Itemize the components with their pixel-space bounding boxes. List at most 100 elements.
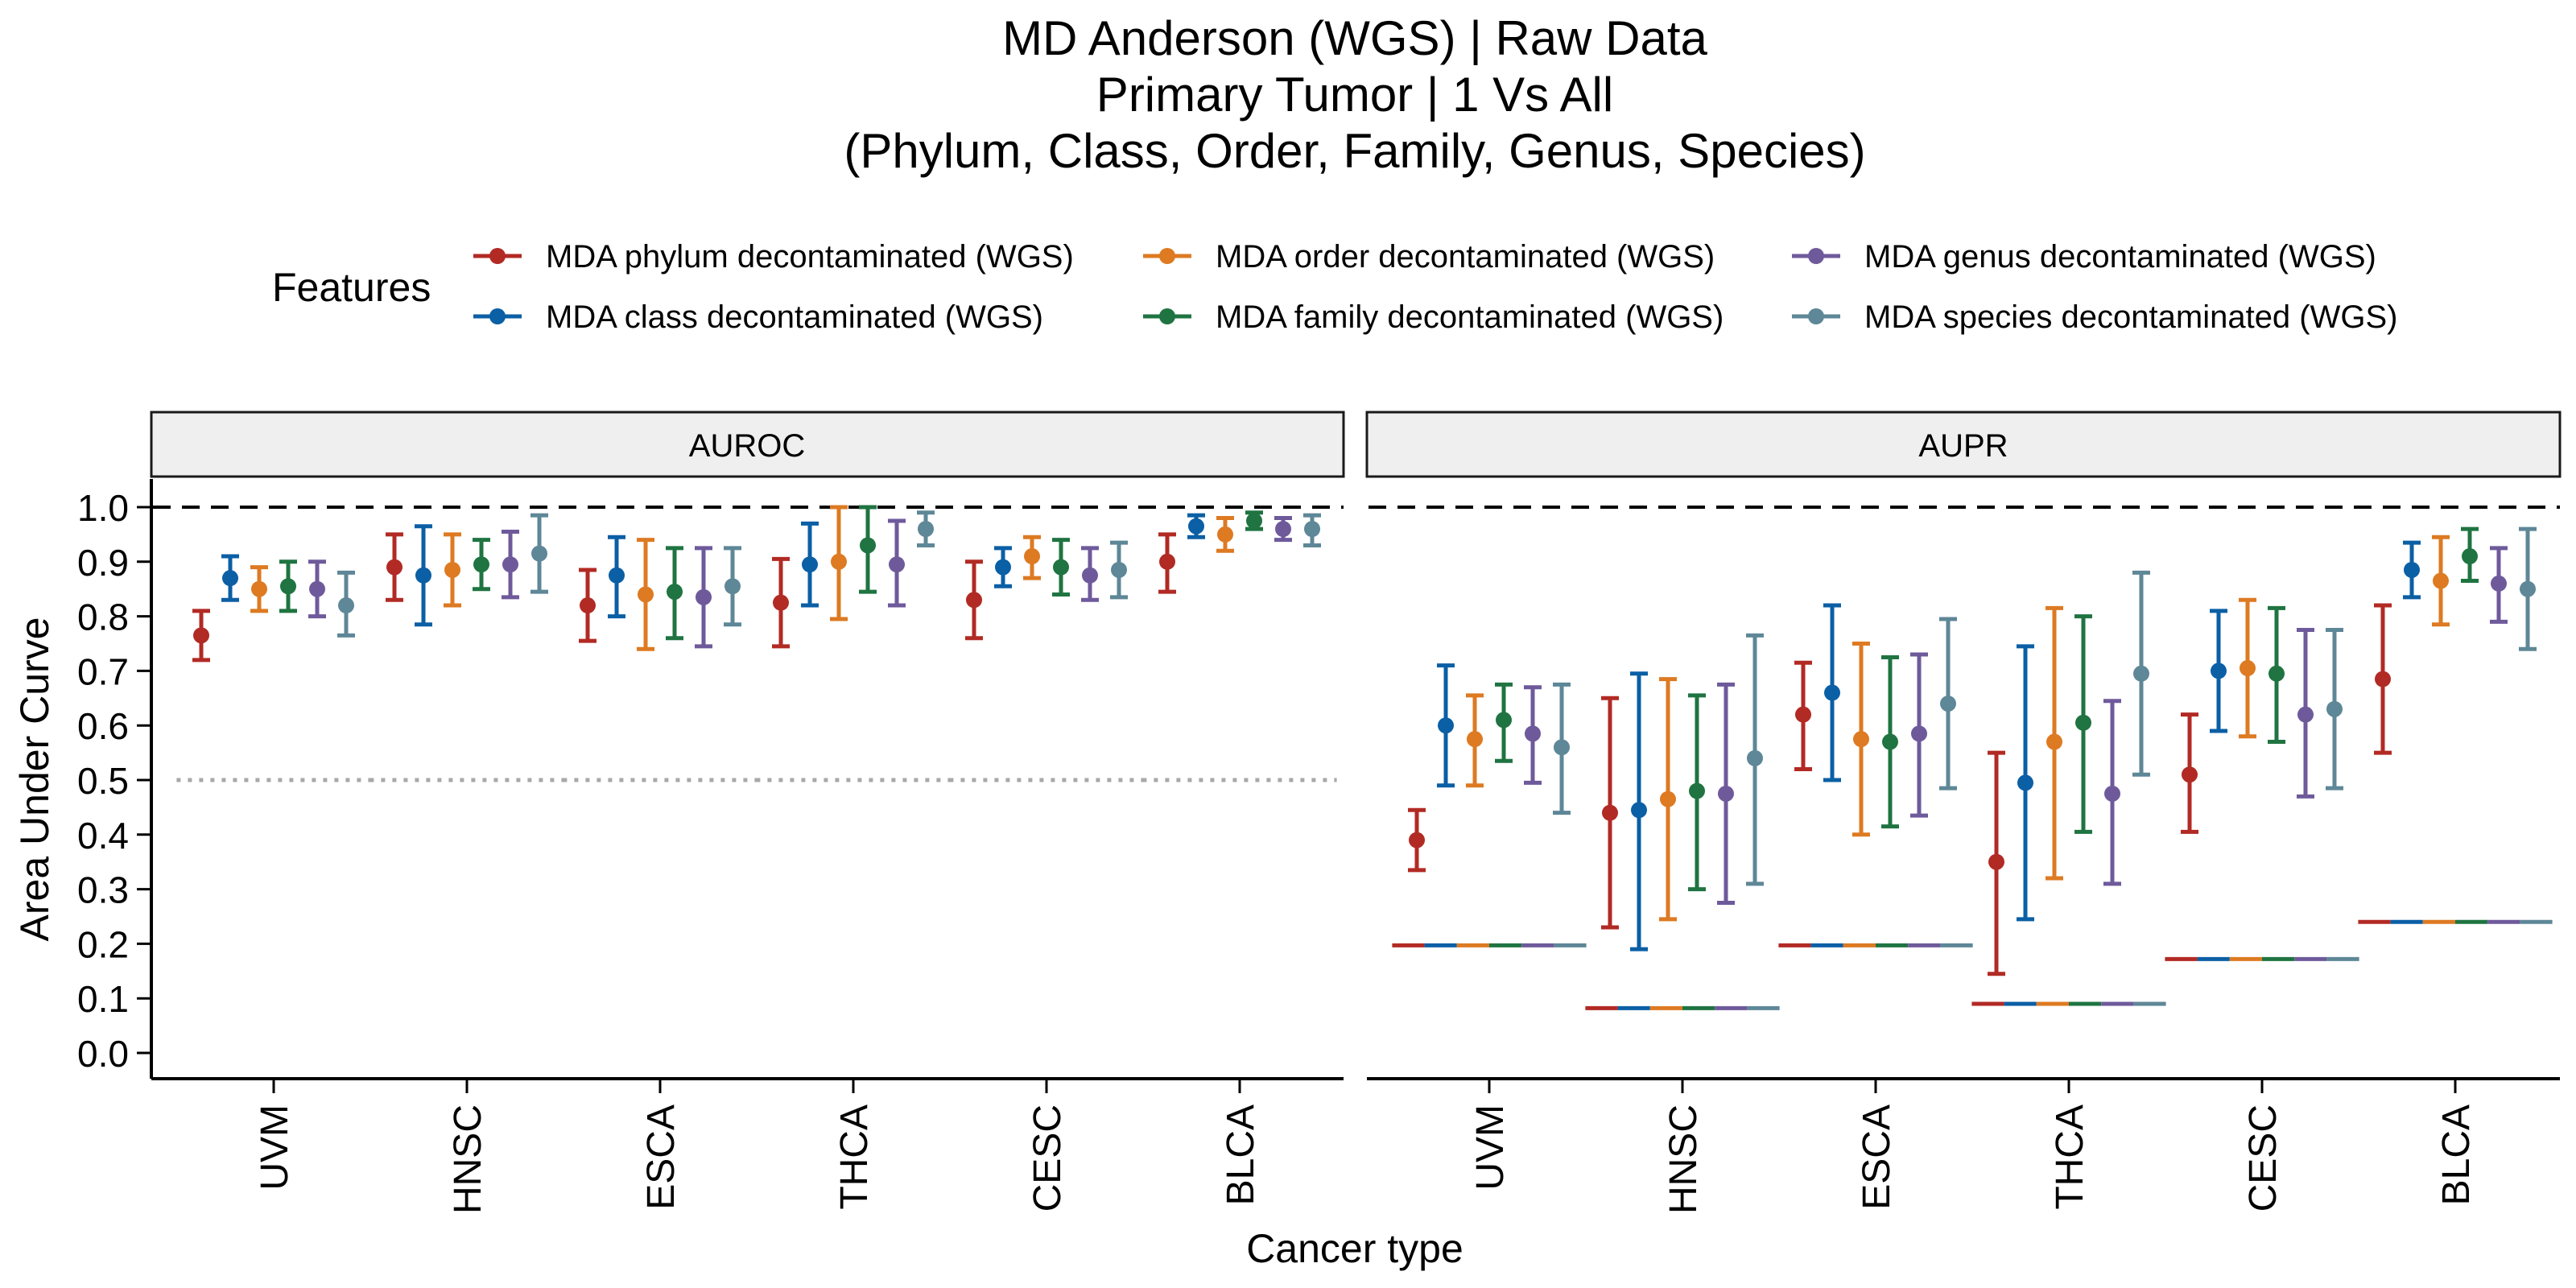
y-tick-label: 0.6 <box>77 705 129 747</box>
point-marker <box>2433 572 2449 589</box>
point-marker <box>2297 706 2314 723</box>
data-point-class <box>1823 603 1841 782</box>
point-marker <box>1882 733 1898 750</box>
facet-plot: UVM HNSC ESCA THCA CESC BLCA <box>151 505 1344 1214</box>
x-tick-label: UVM <box>1469 1104 1512 1191</box>
legend-label: MDA class decontaminated (WGS) <box>546 299 1043 335</box>
data-point-phylum <box>1601 696 1619 930</box>
legend-label: MDA phylum decontaminated (WGS) <box>546 239 1074 275</box>
point-marker <box>1718 785 1734 802</box>
point-marker <box>1496 712 1512 729</box>
data-point-species <box>337 570 355 638</box>
y-tick-label: 0.2 <box>77 923 129 965</box>
point-marker <box>638 586 654 603</box>
title-line-3: (Phylum, Class, Order, Family, Genus, Sp… <box>844 124 1865 178</box>
point-marker <box>2104 785 2120 802</box>
data-point-family <box>1688 693 1706 892</box>
point-marker <box>1159 553 1175 570</box>
x-tick-label: UVM <box>254 1104 296 1191</box>
data-point-genus <box>1717 682 1735 906</box>
x-tick-label: ESCA <box>1856 1104 1898 1210</box>
data-point-family <box>2074 614 2092 834</box>
legend-label: MDA order decontaminated (WGS) <box>1216 239 1715 275</box>
data-point-family <box>1052 538 1070 597</box>
point-marker <box>502 556 518 573</box>
point-marker <box>1824 684 1840 701</box>
facet-strip <box>150 411 1345 478</box>
data-point-species <box>2519 526 2537 651</box>
facet-aupr: AUPR UVM HNSC ESCA THCA CESC BLCA <box>1365 411 2562 1214</box>
point-marker <box>609 567 625 584</box>
y-tick-label: 0.9 <box>77 542 129 584</box>
point-marker <box>415 567 431 584</box>
legend-item-genus: MDA genus decontaminated (WGS) <box>1792 239 2376 275</box>
data-point-genus <box>1081 546 1099 602</box>
data-point-order <box>1023 535 1041 580</box>
point-marker <box>2211 663 2227 679</box>
data-point-class <box>608 535 625 619</box>
point-marker <box>2133 665 2149 682</box>
y-tick-label: 0.4 <box>77 815 129 857</box>
point-marker <box>1024 548 1040 565</box>
point-marker <box>995 559 1011 576</box>
y-axis: 0.0 0.1 0.2 0.3 0.4 0.5 0.6 0.7 0.8 0.9 1.0 <box>77 479 153 1079</box>
point-marker <box>280 578 296 595</box>
facet-strip-label: AUPR <box>1918 428 2008 464</box>
data-point-family <box>473 538 490 592</box>
point-marker <box>386 559 402 576</box>
legend-key-point <box>1808 248 1824 264</box>
point-marker <box>1554 739 1570 756</box>
data-point-species <box>917 510 935 547</box>
data-point-genus <box>2103 699 2121 886</box>
data-point-class <box>994 546 1012 588</box>
point-marker <box>2375 671 2391 687</box>
data-point-phylum <box>1158 532 1176 594</box>
data-point-species <box>2326 628 2343 791</box>
y-tick-label: 1.0 <box>77 487 129 529</box>
x-tick-label: ESCA <box>640 1104 683 1210</box>
y-tick-label: 0.0 <box>77 1033 129 1075</box>
point-marker <box>1409 832 1425 848</box>
point-marker <box>1246 512 1262 529</box>
point-marker <box>580 597 596 614</box>
point-marker <box>1660 791 1676 807</box>
x-tick-label: BLCA <box>1220 1104 1262 1205</box>
data-point-genus <box>1910 652 1928 818</box>
data-point-species <box>1553 682 1571 815</box>
facet-strip-label: AUROC <box>689 428 805 464</box>
title-line-1: MD Anderson (WGS) | Raw Data <box>1002 11 1707 65</box>
point-marker <box>773 594 789 611</box>
point-marker <box>473 556 489 573</box>
point-marker <box>860 537 876 554</box>
data-point-phylum <box>192 609 210 663</box>
point-marker <box>2017 774 2033 791</box>
data-point-phylum <box>2181 712 2198 834</box>
data-point-class <box>2403 540 2421 600</box>
x-tick-label: THCA <box>833 1104 876 1210</box>
point-marker <box>1438 717 1454 734</box>
data-point-order <box>444 532 461 608</box>
data-point-species <box>1939 617 1957 791</box>
data-point-class <box>1630 671 1648 952</box>
y-tick-label: 0.1 <box>77 978 129 1020</box>
data-point-class <box>1187 513 1205 539</box>
data-point-class <box>415 524 432 627</box>
legend-item-species: MDA species decontaminated (WGS) <box>1792 299 2397 335</box>
legend-key-point <box>1159 308 1175 324</box>
facet-strip <box>1365 411 2562 478</box>
data-point-genus <box>2297 628 2314 799</box>
data-point-family <box>2268 605 2285 745</box>
facet-plot: UVM HNSC ESCA THCA CESC BLCA <box>1367 506 2560 1214</box>
point-marker <box>2268 665 2285 682</box>
data-point-species <box>724 546 741 627</box>
point-marker <box>1111 561 1127 578</box>
data-point-family <box>1881 654 1899 829</box>
legend-key-point <box>1808 308 1824 324</box>
x-axis-label: Cancer type <box>1246 1226 1463 1271</box>
data-point-family <box>2461 526 2479 584</box>
point-marker <box>1304 521 1320 538</box>
facet-auroc: AUROC UVM HNSC ESCA THCA CESC BLCA <box>150 411 1345 1214</box>
data-point-genus <box>888 518 906 608</box>
y-axis-label: Area Under Curve <box>12 617 57 942</box>
x-tick-label: HNSC <box>447 1104 489 1214</box>
